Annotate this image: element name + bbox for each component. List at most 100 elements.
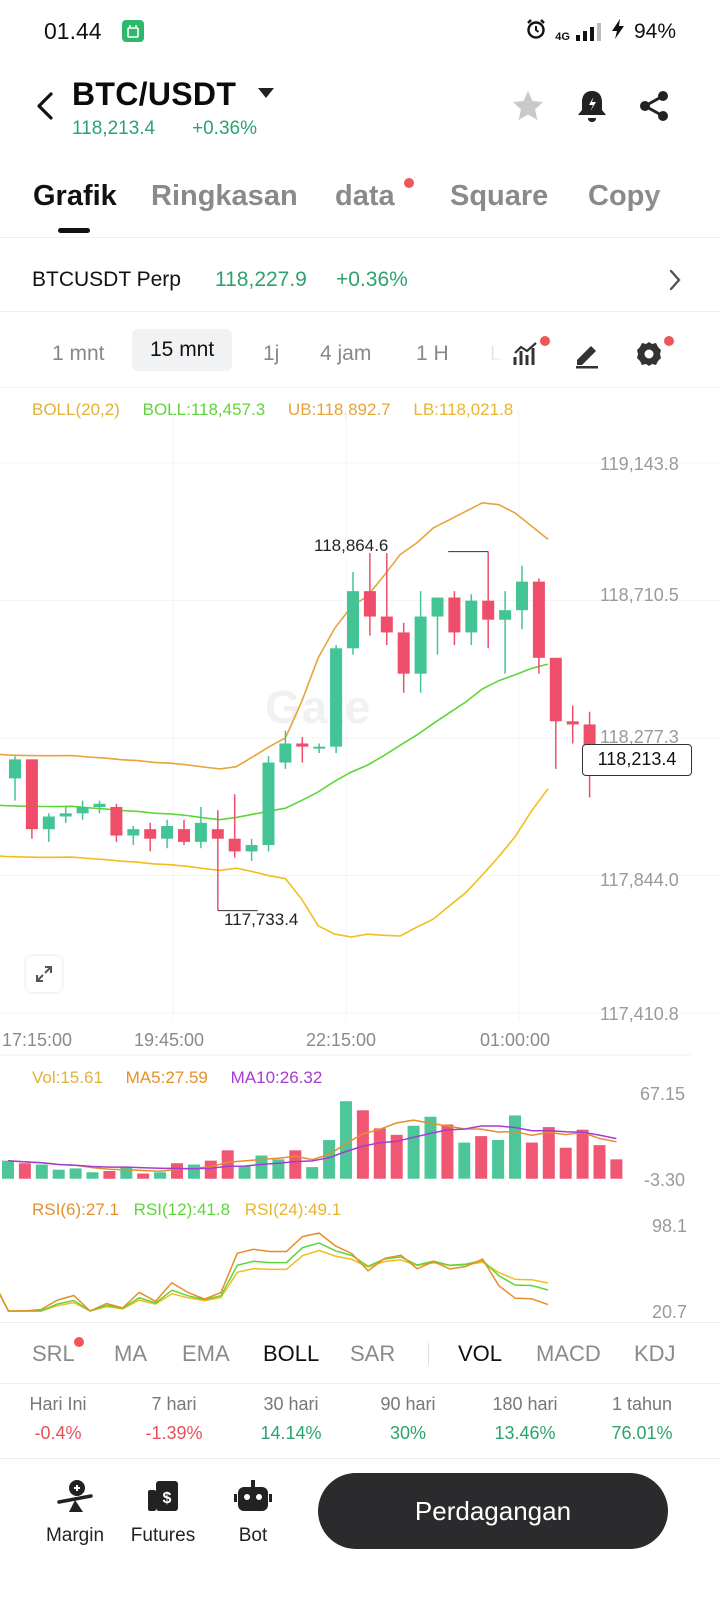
chevron-down-icon[interactable] bbox=[258, 88, 274, 98]
perf-period: Hari Ini bbox=[29, 1394, 87, 1414]
candle-body bbox=[566, 721, 579, 725]
candle-body bbox=[228, 838, 241, 852]
candle-body bbox=[42, 816, 55, 830]
perp-link-row[interactable]: BTCUSDT Perp 118,227.9 +0.36% bbox=[0, 248, 720, 312]
price-alert-button[interactable] bbox=[572, 86, 612, 126]
rsi24: RSI(24):49.1 bbox=[244, 1200, 342, 1219]
candle-body bbox=[245, 845, 258, 852]
time-axis-label: 01:00:00 bbox=[480, 1030, 551, 1050]
timeframe-1h[interactable]: 1j bbox=[263, 342, 280, 365]
margin-button[interactable]: Margin bbox=[30, 1477, 120, 1547]
draw-button[interactable] bbox=[570, 337, 604, 371]
indicator-tab-boll[interactable]: BOLL bbox=[263, 1341, 320, 1366]
status-time: 01.44 bbox=[44, 18, 102, 44]
volume-bar bbox=[373, 1128, 386, 1179]
back-button[interactable] bbox=[30, 88, 60, 124]
tab-data[interactable]: data bbox=[335, 180, 395, 212]
volume-bar bbox=[356, 1110, 369, 1179]
app-notification-icon bbox=[122, 20, 144, 42]
settings-badge bbox=[664, 336, 674, 346]
perf-value: -1.39% bbox=[145, 1423, 203, 1443]
timeframe-fade bbox=[470, 322, 510, 386]
candle-body bbox=[178, 829, 190, 842]
kline-chart[interactable] bbox=[0, 390, 720, 1320]
timeframe-4h[interactable]: 4 jam bbox=[320, 342, 372, 365]
vol-axis-top: 67.15 bbox=[640, 1084, 686, 1104]
volume-bar bbox=[610, 1159, 623, 1179]
indicator-badge bbox=[540, 336, 550, 346]
perf-value: 13.46% bbox=[494, 1423, 556, 1443]
perf-period: 7 hari bbox=[151, 1394, 197, 1414]
share-button[interactable] bbox=[634, 86, 674, 126]
trade-button[interactable]: Perdagangan bbox=[318, 1473, 668, 1549]
status-bar: 01.44 4G 94% bbox=[0, 0, 720, 64]
candle-body bbox=[397, 632, 410, 674]
timeframe-1d[interactable]: 1 H bbox=[416, 342, 449, 365]
boll-lower-line bbox=[0, 788, 549, 938]
fullscreen-button[interactable] bbox=[26, 956, 62, 992]
volume-bar bbox=[390, 1134, 403, 1179]
vol-ma10: MA10:26.32 bbox=[230, 1068, 323, 1087]
timeframe-1m[interactable]: 1 mnt bbox=[52, 342, 105, 365]
charging-icon bbox=[610, 18, 626, 46]
back-icon bbox=[37, 92, 53, 120]
volume-bar bbox=[576, 1129, 589, 1179]
candle-body bbox=[482, 600, 495, 620]
candle-body bbox=[380, 616, 393, 633]
watermark-logo: Gate bbox=[265, 681, 372, 733]
indicator-tab-macd[interactable]: MACD bbox=[536, 1341, 601, 1366]
candle-body bbox=[194, 822, 207, 842]
share-icon bbox=[640, 91, 668, 121]
candles bbox=[9, 551, 596, 911]
tab-copy[interactable]: Copy bbox=[588, 180, 661, 212]
settings-button[interactable] bbox=[632, 337, 666, 371]
bottom-action-bar: Margin $ Futures Bot Perdagangan bbox=[0, 1458, 720, 1612]
indicator-tab-ema[interactable]: EMA bbox=[182, 1341, 230, 1366]
futures-button[interactable]: $ Futures bbox=[118, 1477, 208, 1547]
header-change: +0.36% bbox=[192, 118, 257, 139]
rsi6-line bbox=[0, 1232, 549, 1312]
candle-body bbox=[347, 591, 359, 649]
candle-body bbox=[25, 759, 38, 830]
volume-bar bbox=[458, 1142, 471, 1179]
tab-ringkasan[interactable]: Ringkasan bbox=[151, 180, 298, 212]
main-tabs: Grafik Ringkasan data Square Copy bbox=[0, 170, 720, 238]
price-axis-label: 117,410.8 bbox=[600, 1004, 679, 1024]
candle-body bbox=[161, 826, 174, 839]
volume-bar bbox=[221, 1150, 234, 1179]
pair-selector[interactable]: BTC/USDT bbox=[72, 76, 237, 112]
indicator-tab-sar[interactable]: SAR bbox=[350, 1341, 396, 1366]
rsi-legend: RSI(6):27.1 RSI(12):41.8 RSI(24):49.1 bbox=[32, 1200, 351, 1220]
indicator-tab-srl[interactable]: SRL bbox=[32, 1341, 75, 1366]
candle-body bbox=[499, 610, 512, 620]
volume-bar bbox=[492, 1139, 505, 1179]
tab-data-badge bbox=[404, 178, 414, 188]
volume-bar bbox=[238, 1165, 251, 1179]
indicator-tab-vol[interactable]: VOL bbox=[458, 1341, 503, 1366]
favorite-button[interactable] bbox=[508, 86, 548, 126]
indicator-divider bbox=[428, 1343, 429, 1365]
perf-item: 1 tahun 76.01% bbox=[584, 1394, 700, 1444]
tab-square[interactable]: Square bbox=[450, 180, 549, 212]
margin-label: Margin bbox=[45, 1525, 105, 1546]
indicator-button[interactable] bbox=[510, 337, 544, 371]
indicator-tab-kdj[interactable]: KDJ bbox=[634, 1341, 676, 1366]
perf-period: 180 hari bbox=[492, 1394, 558, 1414]
perf-item: 30 hari 14.14% bbox=[233, 1394, 349, 1444]
boll-name: BOLL(20,2) bbox=[32, 400, 120, 419]
bot-button[interactable]: Bot bbox=[208, 1477, 298, 1547]
draw-icon bbox=[576, 346, 598, 369]
tab-grafik[interactable]: Grafik bbox=[33, 180, 117, 212]
perf-value: 30% bbox=[389, 1423, 427, 1443]
current-price-tag[interactable]: 118,213.4 bbox=[582, 744, 692, 776]
indicator-tab-ma[interactable]: MA bbox=[114, 1341, 147, 1366]
volume-bar bbox=[424, 1116, 437, 1179]
bot-label: Bot bbox=[238, 1525, 268, 1546]
timeframe-15m[interactable]: 15 mnt bbox=[132, 329, 233, 371]
boll-lb: LB:118,021.8 bbox=[413, 400, 514, 419]
rsi12-line bbox=[0, 1242, 549, 1312]
rsi-axis-bottom: 20.7 bbox=[652, 1302, 688, 1322]
pair-header: BTC/USDT 118,213.4 +0.36% bbox=[0, 70, 720, 150]
vol-axis-bottom: -3.30 bbox=[644, 1170, 686, 1190]
volume-bar bbox=[187, 1164, 200, 1179]
